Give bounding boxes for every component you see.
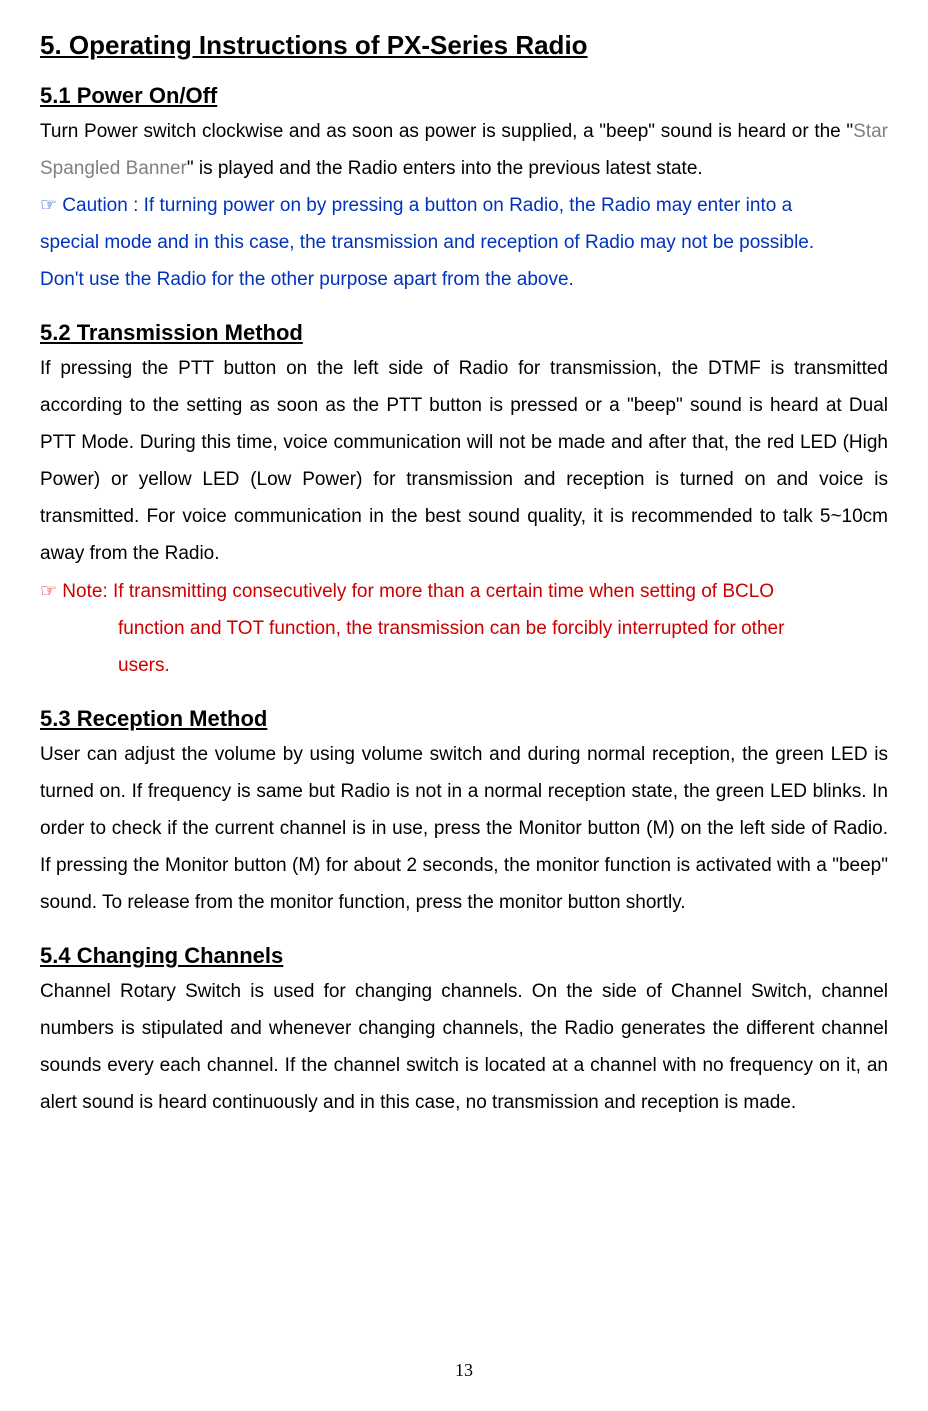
- note-line-1: ☞ Note: If transmitting consecutively fo…: [40, 573, 888, 610]
- text-black-2b: " is played and the Radio enters into th…: [187, 158, 703, 179]
- section-5-4: 5.4 Changing Channels Channel Rotary Swi…: [40, 943, 888, 1121]
- section-5-1: 5.1 Power On/Off Turn Power switch clock…: [40, 83, 888, 298]
- main-heading: 5. Operating Instructions of PX-Series R…: [40, 30, 888, 61]
- heading-5-4: 5.4 Changing Channels: [40, 943, 888, 969]
- section-5-3: 5.3 Reception Method User can adjust the…: [40, 706, 888, 921]
- note-line-2: function and TOT function, the transmiss…: [40, 610, 888, 647]
- para-5-2-body: If pressing the PTT button on the left s…: [40, 350, 888, 572]
- caution-line-2: special mode and in this case, the trans…: [40, 224, 888, 261]
- heading-5-2: 5.2 Transmission Method: [40, 320, 888, 346]
- section-5-2: 5.2 Transmission Method If pressing the …: [40, 320, 888, 683]
- caution-5-1: ☞ Caution : If turning power on by press…: [40, 187, 888, 298]
- para-5-1-body: Turn Power switch clockwise and as soon …: [40, 113, 888, 187]
- note-5-2: ☞ Note: If transmitting consecutively fo…: [40, 573, 888, 684]
- text-black-1: Turn Power switch clockwise and as soon …: [40, 121, 809, 142]
- caution-line-3: Don't use the Radio for the other purpos…: [40, 261, 888, 298]
- para-5-3-body: User can adjust the volume by using volu…: [40, 736, 888, 921]
- caution-line-1: ☞ Caution : If turning power on by press…: [40, 187, 888, 224]
- page-number: 13: [0, 1360, 928, 1381]
- para-5-4-body: Channel Rotary Switch is used for changi…: [40, 973, 888, 1121]
- heading-5-1: 5.1 Power On/Off: [40, 83, 888, 109]
- text-black-2a: the ": [814, 121, 853, 142]
- note-line-3: users.: [40, 647, 888, 684]
- heading-5-3: 5.3 Reception Method: [40, 706, 888, 732]
